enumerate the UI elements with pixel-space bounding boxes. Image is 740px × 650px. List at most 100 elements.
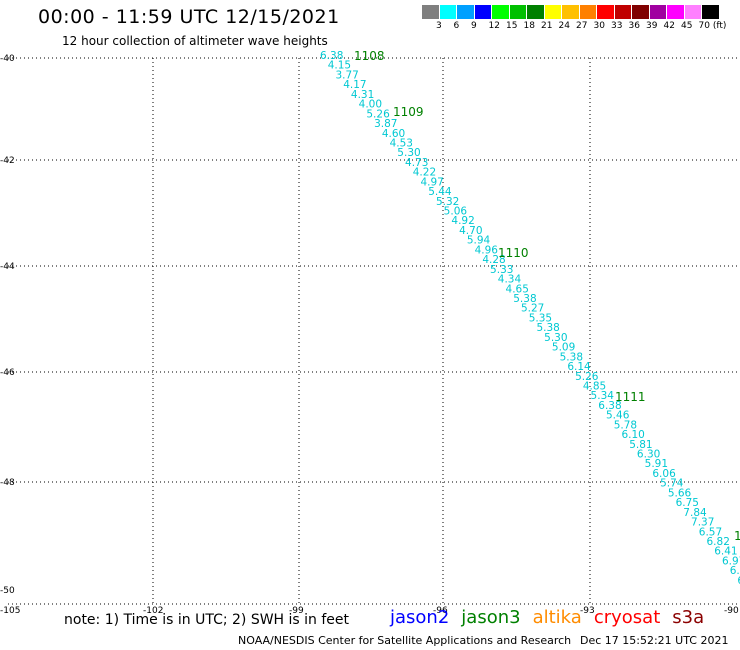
wave-height-value: 4.17	[343, 79, 366, 91]
wave-height-value: 6	[737, 575, 740, 587]
colorbar-swatch	[492, 5, 510, 19]
wave-height-value: 4.96	[475, 244, 499, 256]
colorbar-label: 42	[663, 21, 675, 31]
colorbar-swatch	[544, 5, 562, 19]
wave-height-value: 5.27	[521, 303, 544, 315]
wave-height-value: 6.75	[676, 497, 699, 509]
legend-s3a: s3a	[672, 607, 705, 628]
wave-height-value: 6.38	[598, 400, 621, 412]
wave-height-value: 6.82	[707, 536, 730, 548]
wave-height-value: 4.85	[583, 380, 606, 392]
wave-height-value: 6.9	[730, 565, 740, 577]
wave-height-value: 6.38	[320, 50, 343, 62]
legend-jason3: jason3	[461, 607, 521, 628]
colorbar-swatch	[684, 5, 702, 19]
wave-height-value: 5.81	[629, 439, 652, 451]
wave-height-value: 5.74	[660, 478, 684, 490]
colorbar-swatch	[422, 5, 440, 19]
colorbar-swatch	[579, 5, 597, 19]
wave-height-value: 6.57	[699, 526, 722, 538]
colorbar-swatch	[457, 5, 475, 19]
wave-height-value: 5.38	[536, 322, 559, 334]
colorbar-label: 24	[558, 21, 570, 31]
satellite-legend: jason2 jason3 altika cryosat s3a	[390, 607, 716, 628]
wave-height-value: 5.38	[513, 293, 536, 305]
lon-tick-label: -102	[143, 606, 163, 616]
wave-height-value: 5.06	[444, 206, 468, 218]
wave-height-value: 5.91	[645, 458, 668, 470]
colorbar-label: 12	[488, 21, 500, 31]
wave-height-value: 4.73	[405, 157, 428, 169]
map-subtitle: 12 hour collection of altimeter wave hei…	[62, 34, 328, 48]
wave-height-value: 6.30	[637, 449, 660, 461]
wave-height-value: 5.66	[668, 487, 692, 499]
wave-height-value: 4.65	[506, 283, 529, 295]
wave-height-value: 4.00	[359, 99, 382, 111]
colorbar-label: 21	[541, 21, 553, 31]
wave-height-value: 4.22	[413, 167, 436, 179]
pass-time-label: 1109	[393, 105, 424, 119]
wave-height-value: 4.70	[459, 225, 482, 237]
colorbar-swatch	[474, 5, 492, 19]
wave-height-value: 6.10	[621, 429, 644, 441]
colorbar-swatch	[597, 5, 615, 19]
colorbar-swatch	[439, 5, 457, 19]
wave-height-value: 4.60	[382, 128, 405, 140]
wave-height-value: 4.92	[451, 215, 474, 227]
colorbar-label: 70 (ft)	[698, 21, 727, 31]
lat-tick-label: -42	[0, 156, 15, 166]
lat-tick-label: -40	[0, 54, 15, 64]
wave-height-value: 5.30	[544, 332, 567, 344]
wave-height-value: 7.37	[691, 517, 714, 529]
wave-height-value: 5.34	[591, 390, 615, 402]
colorbar-swatch	[527, 5, 545, 19]
wave-height-value: 4.53	[390, 137, 413, 149]
wave-height-value: 3.87	[374, 118, 397, 130]
wave-height-value: 5.26	[575, 371, 599, 383]
wave-height-value: 6.06	[652, 468, 676, 480]
colorbar-label: 36	[628, 21, 640, 31]
wave-height-value: 6.14	[567, 361, 591, 373]
legend-altika: altika	[532, 607, 582, 628]
lat-tick-label: -46	[0, 368, 15, 378]
legend-jason2: jason2	[390, 607, 450, 628]
colorbar-label: 45	[681, 21, 693, 31]
wave-height-value: 5.32	[436, 196, 459, 208]
pass-time-label: 1	[734, 529, 740, 543]
wave-height-value: 4.34	[498, 274, 522, 286]
footer-note: note: 1) Time is in UTC; 2) SWH is in fe…	[64, 612, 350, 628]
wave-height-value: 5.09	[552, 342, 575, 354]
colorbar-swatch	[614, 5, 632, 19]
wave-height-value: 5.33	[490, 264, 513, 276]
colorbar-swatch	[649, 5, 667, 19]
colorbar-label: 6	[453, 21, 460, 31]
wave-height-value: 5.30	[397, 147, 420, 159]
lat-tick-label: -50	[0, 586, 15, 596]
wave-height-value: 3.77	[335, 69, 358, 81]
colorbar-labels: 3 6 9 12 15 18 21 24 27 30 33 36 39 42 45 70 (ft)	[422, 21, 740, 33]
colorbar-label: 18	[523, 21, 535, 31]
colorbar-label: 30	[593, 21, 605, 31]
wave-height-value: 5.44	[428, 186, 452, 198]
wave-height-value: 4.28	[482, 254, 505, 266]
lat-tick-label: -48	[0, 478, 15, 488]
colorbar-label: 27	[576, 21, 588, 31]
lon-tick-label: -99	[289, 606, 304, 616]
colorbar-label: 39	[646, 21, 658, 31]
wave-height-value: 4.31	[351, 89, 374, 101]
colorbar-label: 33	[611, 21, 623, 31]
lon-tick-label: -90	[724, 606, 739, 616]
wave-height-value: 6.41	[714, 546, 737, 558]
lat-tick-label: -44	[0, 262, 15, 272]
colorbar-swatch	[667, 5, 685, 19]
credit-line: NOAA/NESDIS Center for Satellite Applica…	[238, 634, 572, 647]
wave-height-value: 5.78	[614, 419, 637, 431]
pass-time-label: 1110	[498, 246, 529, 260]
colorbar-label: 15	[506, 21, 518, 31]
wave-height-value: 5.35	[529, 312, 552, 324]
lon-tick-label: -93	[580, 606, 595, 616]
wave-height-value: 5.94	[467, 235, 491, 247]
lon-tick-label: -105	[0, 606, 20, 616]
wave-height-value: 5.38	[560, 351, 583, 363]
